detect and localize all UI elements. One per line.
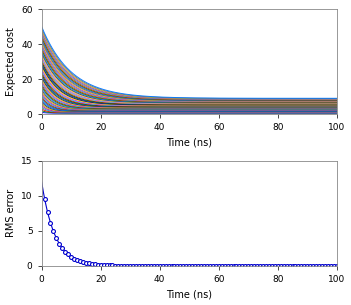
- X-axis label: Time (ns): Time (ns): [166, 289, 212, 300]
- X-axis label: Time (ns): Time (ns): [166, 138, 212, 148]
- Y-axis label: RMS error: RMS error: [6, 189, 15, 237]
- Y-axis label: Expected cost: Expected cost: [6, 27, 15, 96]
